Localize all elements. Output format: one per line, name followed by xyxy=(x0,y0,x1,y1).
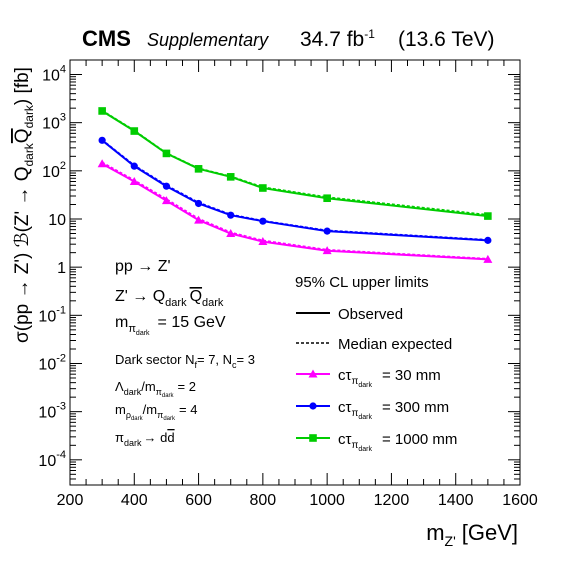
x-axis-title: mZ' [GeV] xyxy=(426,520,518,549)
data-point xyxy=(130,127,139,135)
data-point xyxy=(194,165,203,173)
legend-observed-label: Observed xyxy=(338,306,403,323)
data-point xyxy=(227,211,235,219)
x-tick-label: 800 xyxy=(250,492,277,509)
data-point xyxy=(322,246,332,255)
observed-line xyxy=(101,139,488,242)
legend-series-marker xyxy=(308,369,318,378)
series-1 xyxy=(98,136,492,244)
header: CMS Supplementary 34.7 fb-1 (13.6 TeV) xyxy=(82,26,495,51)
data-point xyxy=(259,184,267,192)
observed-line xyxy=(101,110,489,218)
data-point xyxy=(162,149,171,158)
data-point xyxy=(226,173,235,181)
x-tick-label: 200 xyxy=(57,492,84,509)
legend-series-label: cτπdark= 30 mm xyxy=(338,367,441,389)
series-2 xyxy=(98,107,492,220)
pion-mass: mπdark= 15 GeV xyxy=(115,314,226,337)
y-tick-label: 10-2 xyxy=(38,352,66,373)
process-decay: Z' → Qdark Qdark xyxy=(115,288,224,309)
data-point xyxy=(323,227,331,235)
y-tick-label: 10-4 xyxy=(38,449,66,470)
legend-series-label: cτπdark= 1000 mm xyxy=(338,431,457,453)
y-tick-label: 102 xyxy=(42,160,66,181)
y-tick-label: 10-1 xyxy=(38,304,66,325)
lumi-exponent: -1 xyxy=(364,27,375,41)
legend: 95% CL upper limits Observed Median expe… xyxy=(295,274,457,453)
x-tick-label: 1400 xyxy=(438,492,474,509)
observed-line xyxy=(101,162,488,261)
data-point xyxy=(226,228,236,237)
y-axis-title-text: σ(pp → Z') ℬ(Z' → QdarkQdark) [fb] xyxy=(12,67,36,343)
data-point xyxy=(161,196,171,205)
data-point xyxy=(98,136,106,144)
data-point xyxy=(258,237,268,246)
legend-series: cτπdark= 30 mm cτπdark= 300 mm cτπdark= 10… xyxy=(296,367,457,453)
data-point xyxy=(194,215,204,224)
data-point xyxy=(484,212,492,220)
legend-series-marker xyxy=(309,402,317,410)
data-point xyxy=(259,217,267,225)
lambda-ratio: Λdark/mπdark= 2 xyxy=(115,379,196,399)
x-axis: 200 400 600 800 1000 1200 1400 1600 xyxy=(57,60,538,509)
legend-expected-label: Median expected xyxy=(338,336,452,353)
experiment-label: CMS xyxy=(82,26,131,51)
data-point xyxy=(130,162,138,170)
series-0 xyxy=(97,159,493,263)
data-point xyxy=(323,194,331,203)
legend-series-entry: cτπdark= 1000 mm xyxy=(296,431,457,453)
data-point xyxy=(129,177,139,186)
y-tick-label: 1 xyxy=(57,260,66,277)
process-production: pp → Z' xyxy=(115,258,171,275)
legend-series-entry: cτπdark= 300 mm xyxy=(296,399,449,421)
energy-label: (13.6 TeV) xyxy=(398,28,495,51)
y-axis: 10-4 10-3 10-2 10-1 1 10 102 103 104 xyxy=(38,59,520,486)
x-tick-label: 1200 xyxy=(374,492,410,509)
data-point xyxy=(483,254,493,263)
y-tick-label: 104 xyxy=(42,63,66,84)
legend-title: 95% CL upper limits xyxy=(295,274,429,291)
x-tick-label: 600 xyxy=(185,492,212,509)
data-point xyxy=(484,236,492,244)
lumi-label: 34.7 fb-1 xyxy=(300,27,375,51)
x-tick-label: 400 xyxy=(121,492,148,509)
dark-sector-params: Dark sector Nf= 7, Nc= 3 xyxy=(115,352,255,370)
pion-decay: πdark → dd xyxy=(115,430,175,448)
lumi-value: 34.7 fb xyxy=(300,28,364,51)
annotations: pp → Z' Z' → Qdark Qdark mπdark= 15 GeV D… xyxy=(115,258,255,448)
y-tick-label: 103 xyxy=(42,112,66,133)
series-layer xyxy=(97,107,493,263)
legend-series-entry: cτπdark= 30 mm xyxy=(296,367,441,389)
legend-series-label: cτπdark= 300 mm xyxy=(338,399,449,421)
rho-ratio: mρdark/mπdark= 4 xyxy=(115,402,197,422)
legend-series-marker xyxy=(309,434,317,442)
tag-label: Supplementary xyxy=(147,30,269,50)
x-tick-label: 1600 xyxy=(502,492,538,509)
y-tick-label: 10 xyxy=(48,212,66,229)
data-point xyxy=(98,107,106,115)
x-tick-label: 1000 xyxy=(309,492,345,509)
y-tick-label: 10-3 xyxy=(38,401,66,422)
data-point xyxy=(194,199,203,208)
expected-line xyxy=(101,139,488,241)
data-point xyxy=(162,182,171,190)
data-point xyxy=(97,159,107,168)
y-axis-title: σ(pp → Z') ℬ(Z' → QdarkQdark) [fb] xyxy=(12,67,36,343)
expected-line xyxy=(101,109,488,216)
